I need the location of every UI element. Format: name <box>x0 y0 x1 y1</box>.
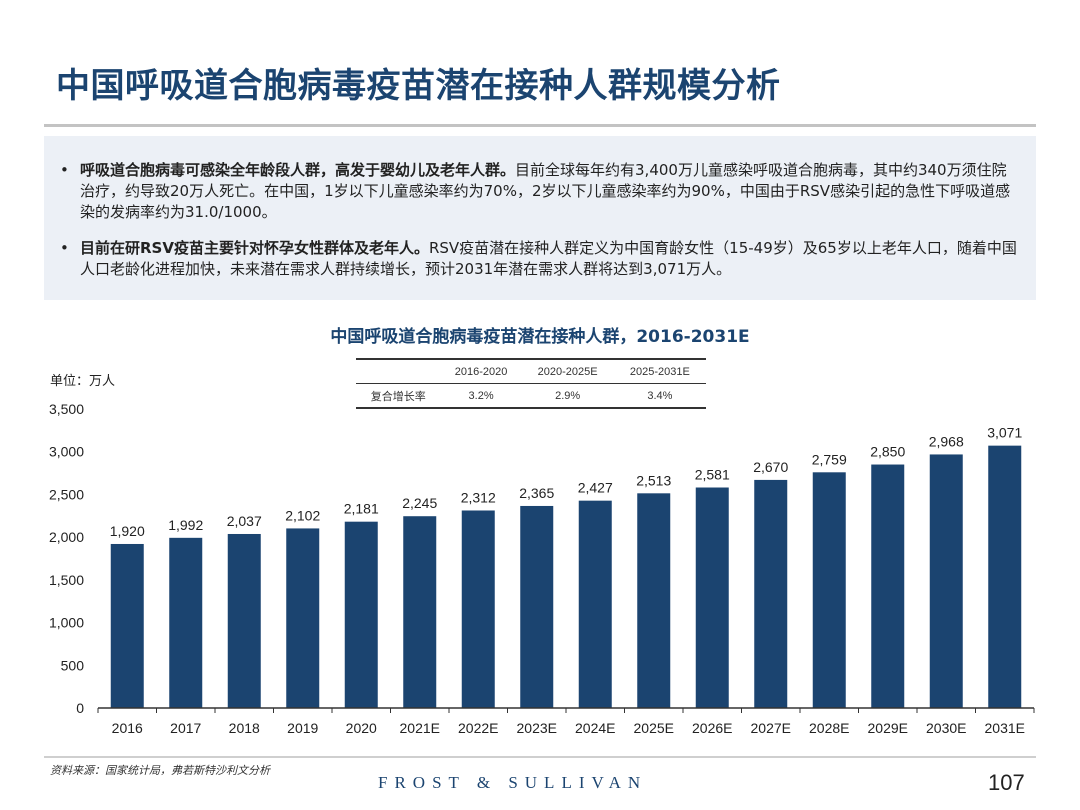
bullet-2-bold: 目前在研RSV疫苗主要针对怀孕女性群体及老年人。 <box>80 239 429 257</box>
unit-label: 单位：万人 <box>50 374 116 389</box>
data-label: 2,312 <box>461 489 496 505</box>
bar-2027E <box>754 479 788 708</box>
y-tick-label: 3,500 <box>49 401 84 417</box>
data-label: 2,037 <box>227 513 262 529</box>
cagr-header-period: 2025-2031E <box>613 358 706 384</box>
bar-2031E <box>988 445 1022 708</box>
bar-2024E <box>578 500 612 708</box>
data-label: 1,920 <box>110 523 145 539</box>
bar-2026E <box>695 487 729 708</box>
bullet-1-text: 目前全球每年约有3,400万儿童感染呼吸道合胞病毒，其中约340万须住院治疗，约… <box>80 161 1011 221</box>
cagr-value: 2.9% <box>521 383 614 409</box>
data-label: 2,365 <box>519 485 554 501</box>
data-label: 2,181 <box>344 501 379 517</box>
page-title: 中国呼吸道合胞病毒疫苗潜在接种人群规模分析 <box>56 66 781 106</box>
data-label: 3,071 <box>987 425 1022 441</box>
x-tick-label: 2029E <box>868 720 908 736</box>
bullet-dot-icon: • <box>60 239 69 257</box>
cagr-header-blank <box>356 358 441 384</box>
x-tick-label: 2017 <box>170 720 201 736</box>
data-label: 2,968 <box>929 433 964 449</box>
bar-2017 <box>169 537 203 708</box>
bar-2030E <box>929 454 963 708</box>
y-tick-label: 0 <box>76 700 84 716</box>
cagr-header-row: 2016-2020 2020-2025E 2025-2031E <box>356 358 706 384</box>
data-label: 1,992 <box>168 517 203 533</box>
cagr-value: 3.2% <box>440 383 522 409</box>
page-number: 107 <box>988 770 1025 795</box>
x-tick-label: 2027E <box>751 720 791 736</box>
data-label: 2,427 <box>578 480 613 496</box>
source-divider <box>44 756 1036 758</box>
source-note: 资料来源：国家统计局，弗若斯特沙利文分析 <box>50 764 270 777</box>
bar-2016 <box>110 543 144 708</box>
bar-2025E <box>637 493 671 708</box>
data-label: 2,670 <box>753 459 788 475</box>
bullet-2: • 目前在研RSV疫苗主要针对怀孕女性群体及老年人。RSV疫苗潜在接种人群定义为… <box>60 238 1020 280</box>
cagr-table: 2016-2020 2020-2025E 2025-2031E 复合增长率 3.… <box>356 358 706 409</box>
bar-2029E <box>871 464 905 708</box>
y-tick-label: 1,500 <box>49 572 84 588</box>
bar-2020 <box>344 521 378 708</box>
cagr-header-period: 2016-2020 <box>440 358 522 384</box>
y-tick-label: 3,000 <box>49 444 84 460</box>
bullet-1-bold: 呼吸道合胞病毒可感染全年龄段人群，高发于婴幼儿及老年人群。 <box>80 161 516 179</box>
bullet-dot-icon: • <box>60 161 69 179</box>
summary-panel: • 呼吸道合胞病毒可感染全年龄段人群，高发于婴幼儿及老年人群。目前全球每年约有3… <box>44 136 1036 300</box>
data-label: 2,102 <box>285 507 320 523</box>
y-tick-label: 1,000 <box>49 615 84 631</box>
data-label: 2,245 <box>402 495 437 511</box>
bar-2021E <box>403 516 437 708</box>
data-label: 2,850 <box>870 444 905 460</box>
data-label: 2,759 <box>812 451 847 467</box>
data-label: 2,513 <box>636 472 671 488</box>
x-tick-label: 2016 <box>112 720 143 736</box>
cagr-header-period: 2020-2025E <box>521 358 614 384</box>
data-label: 2,581 <box>695 467 730 483</box>
x-tick-label: 2021E <box>400 720 440 736</box>
title-divider <box>44 124 1036 127</box>
y-tick-label: 500 <box>61 657 85 673</box>
x-tick-label: 2028E <box>809 720 849 736</box>
x-tick-label: 2023E <box>517 720 557 736</box>
x-tick-label: 2031E <box>985 720 1025 736</box>
cagr-row-label: 复合增长率 <box>356 383 441 409</box>
bar-2022E <box>461 510 495 708</box>
x-tick-label: 2019 <box>287 720 318 736</box>
chart-title: 中国呼吸道合胞病毒疫苗潜在接种人群，2016-2031E <box>330 327 750 347</box>
brand-logo: FROST & SULLIVAN <box>378 773 648 792</box>
x-tick-label: 2030E <box>926 720 966 736</box>
cagr-value: 3.4% <box>613 383 706 409</box>
x-tick-label: 2022E <box>458 720 498 736</box>
cagr-value-row: 复合增长率 3.2% 2.9% 3.4% <box>356 383 706 409</box>
bar-2018 <box>227 533 261 708</box>
y-tick-label: 2,000 <box>49 529 84 545</box>
x-tick-label: 2026E <box>692 720 732 736</box>
bar-2028E <box>812 472 846 708</box>
x-tick-label: 2025E <box>634 720 674 736</box>
bar-2023E <box>520 505 554 708</box>
y-tick-label: 2,500 <box>49 486 84 502</box>
x-tick-label: 2018 <box>229 720 260 736</box>
bullet-1: • 呼吸道合胞病毒可感染全年龄段人群，高发于婴幼儿及老年人群。目前全球每年约有3… <box>60 160 1020 223</box>
bullet-2-text: RSV疫苗潜在接种人群定义为中国育龄女性（15-49岁）及65岁以上老年人口，随… <box>80 239 1017 278</box>
x-tick-label: 2020 <box>346 720 377 736</box>
bar-2019 <box>286 528 320 708</box>
x-tick-label: 2024E <box>575 720 615 736</box>
